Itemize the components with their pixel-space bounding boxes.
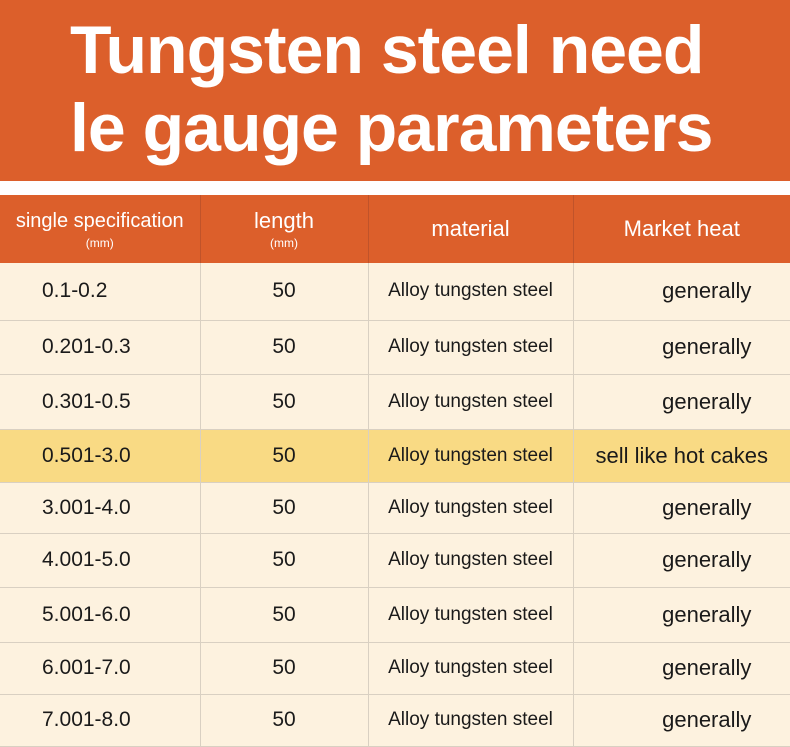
cell-length: 50 [200,482,369,534]
cell-market-heat: generally [573,587,790,643]
table-row: 6.001-7.0 50 Alloy tungsten steel genera… [0,642,790,695]
cell-length: 50 [200,642,369,695]
table-row: 0.201-0.3 50 Alloy tungsten steel genera… [0,320,790,375]
cell-market-heat: sell like hot cakes [573,429,790,483]
table-header-row: single specification (mm) length (mm) ma… [0,195,790,263]
cell-material: Alloy tungsten steel [368,642,574,695]
header-material: material [368,195,574,263]
cell-market-heat: generally [573,374,790,430]
cell-spec: 5.001-6.0 [0,587,201,643]
cell-length: 50 [200,320,369,375]
cell-spec: 0.301-0.5 [0,374,201,430]
cell-length: 50 [200,374,369,430]
cell-spec: 3.001-4.0 [0,482,201,534]
title-banner: Tungsten steel need le gauge parameters [0,0,790,181]
header-unit: (mm) [270,236,298,250]
table-row-highlighted: 0.501-3.0 50 Alloy tungsten steel sell l… [0,429,790,483]
header-label: single specification [15,210,184,232]
cell-material: Alloy tungsten steel [368,374,574,430]
cell-material: Alloy tungsten steel [368,694,574,747]
cell-market-heat: generally [573,320,790,375]
cell-market-heat: generally [573,642,790,695]
header-unit: (mm) [85,236,114,250]
cell-market-heat: generally [573,482,790,534]
cell-spec: 7.001-8.0 [0,694,201,747]
table-row: 5.001-6.0 50 Alloy tungsten steel genera… [0,587,790,643]
header-market-heat: Market heat [573,195,790,263]
header-label: Market heat [623,216,740,241]
table-row: 0.301-0.5 50 Alloy tungsten steel genera… [0,374,790,430]
header-label: length [254,208,314,233]
header-length: length (mm) [200,195,369,263]
cell-material: Alloy tungsten steel [368,587,574,643]
cell-market-heat: generally [573,533,790,588]
cell-length: 50 [200,587,369,643]
cell-material: Alloy tungsten steel [368,482,574,534]
cell-market-heat: generally [573,694,790,747]
header-label: material [431,216,510,241]
parameters-table: single specification (mm) length (mm) ma… [0,195,790,747]
cell-material: Alloy tungsten steel [368,429,574,483]
cell-material: Alloy tungsten steel [368,263,574,321]
cell-length: 50 [200,263,369,321]
cell-material: Alloy tungsten steel [368,320,574,375]
cell-spec: 4.001-5.0 [0,533,201,588]
cell-spec: 0.501-3.0 [0,429,201,483]
table-row: 7.001-8.0 50 Alloy tungsten steel genera… [0,694,790,747]
cell-length: 50 [200,429,369,483]
title-line-2: le gauge parameters [70,90,713,166]
cell-length: 50 [200,533,369,588]
table-row: 3.001-4.0 50 Alloy tungsten steel genera… [0,482,790,534]
table-row: 4.001-5.0 50 Alloy tungsten steel genera… [0,533,790,588]
cell-spec: 6.001-7.0 [0,642,201,695]
cell-spec: 0.201-0.3 [0,320,201,375]
cell-spec: 0.1-0.2 [0,263,201,321]
cell-material: Alloy tungsten steel [368,533,574,588]
cell-length: 50 [200,694,369,747]
banner-divider [0,181,790,195]
table-row: 0.1-0.2 50 Alloy tungsten steel generall… [0,263,790,321]
title-line-1: Tungsten steel need [70,12,704,88]
cell-market-heat: generally [573,263,790,321]
header-single-specification: single specification (mm) [0,195,201,263]
